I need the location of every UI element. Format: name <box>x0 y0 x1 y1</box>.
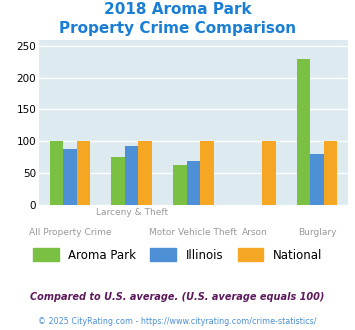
Bar <box>173 165 187 205</box>
Bar <box>187 161 200 205</box>
Bar <box>77 141 90 205</box>
Bar <box>50 141 63 205</box>
Bar <box>125 146 138 205</box>
Text: © 2025 CityRating.com - https://www.cityrating.com/crime-statistics/: © 2025 CityRating.com - https://www.city… <box>38 317 317 326</box>
Bar <box>310 154 324 205</box>
Bar <box>297 59 310 205</box>
Text: Property Crime Comparison: Property Crime Comparison <box>59 21 296 36</box>
Text: Burglary: Burglary <box>298 228 336 237</box>
Text: Larceny & Theft: Larceny & Theft <box>95 208 168 217</box>
Bar <box>262 141 275 205</box>
Legend: Aroma Park, Illinois, National: Aroma Park, Illinois, National <box>28 244 327 266</box>
Bar <box>200 141 214 205</box>
Bar <box>63 149 77 205</box>
Bar <box>324 141 337 205</box>
Text: Arson: Arson <box>242 228 268 237</box>
Bar <box>138 141 152 205</box>
Text: Motor Vehicle Theft: Motor Vehicle Theft <box>149 228 237 237</box>
Text: 2018 Aroma Park: 2018 Aroma Park <box>104 2 251 16</box>
Text: All Property Crime: All Property Crime <box>29 228 111 237</box>
Text: Compared to U.S. average. (U.S. average equals 100): Compared to U.S. average. (U.S. average … <box>30 292 325 302</box>
Bar <box>111 157 125 205</box>
